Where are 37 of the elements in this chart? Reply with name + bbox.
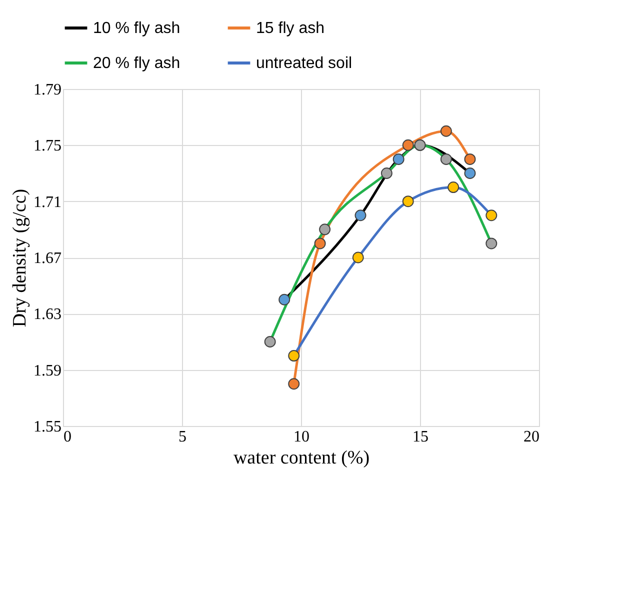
legend-label: 15 fly ash xyxy=(256,20,324,37)
y-tick-label: 1.79 xyxy=(34,82,62,98)
point xyxy=(440,153,452,165)
point xyxy=(380,168,392,179)
point xyxy=(264,336,276,348)
point xyxy=(486,238,498,250)
point xyxy=(464,168,476,179)
point xyxy=(319,224,331,236)
point xyxy=(402,196,414,208)
legend-label: untreated soil xyxy=(256,55,352,72)
point xyxy=(352,252,364,264)
point xyxy=(288,350,300,362)
x-axis-title: water content (%) xyxy=(233,448,370,468)
point xyxy=(288,378,300,390)
point xyxy=(402,139,414,151)
point xyxy=(278,294,290,306)
point xyxy=(354,210,366,222)
point xyxy=(440,125,452,137)
point xyxy=(486,210,498,222)
y-tick-label: 1.63 xyxy=(34,306,62,324)
x-tick-label: 0 xyxy=(64,428,72,446)
legend-label: 20 % fly ash xyxy=(93,55,180,72)
y-tick-label: 1.55 xyxy=(34,418,62,436)
point xyxy=(448,182,460,194)
x-tick-label: 15 xyxy=(412,428,428,446)
x-tick-label: 20 xyxy=(524,428,540,446)
y-axis-title: Dry density (g/cc) xyxy=(10,188,30,328)
y-tick-label: 1.75 xyxy=(34,138,62,155)
legend-label: 10 % fly ash xyxy=(93,20,180,37)
y-tick-label: 1.59 xyxy=(34,362,62,380)
x-tick-label: 5 xyxy=(178,428,186,446)
point xyxy=(392,153,404,165)
x-tick-label: 10 xyxy=(294,428,310,446)
y-tick-label: 1.71 xyxy=(34,194,62,211)
point xyxy=(314,238,326,250)
point xyxy=(464,153,476,165)
y-tick-label: 1.67 xyxy=(34,250,62,267)
